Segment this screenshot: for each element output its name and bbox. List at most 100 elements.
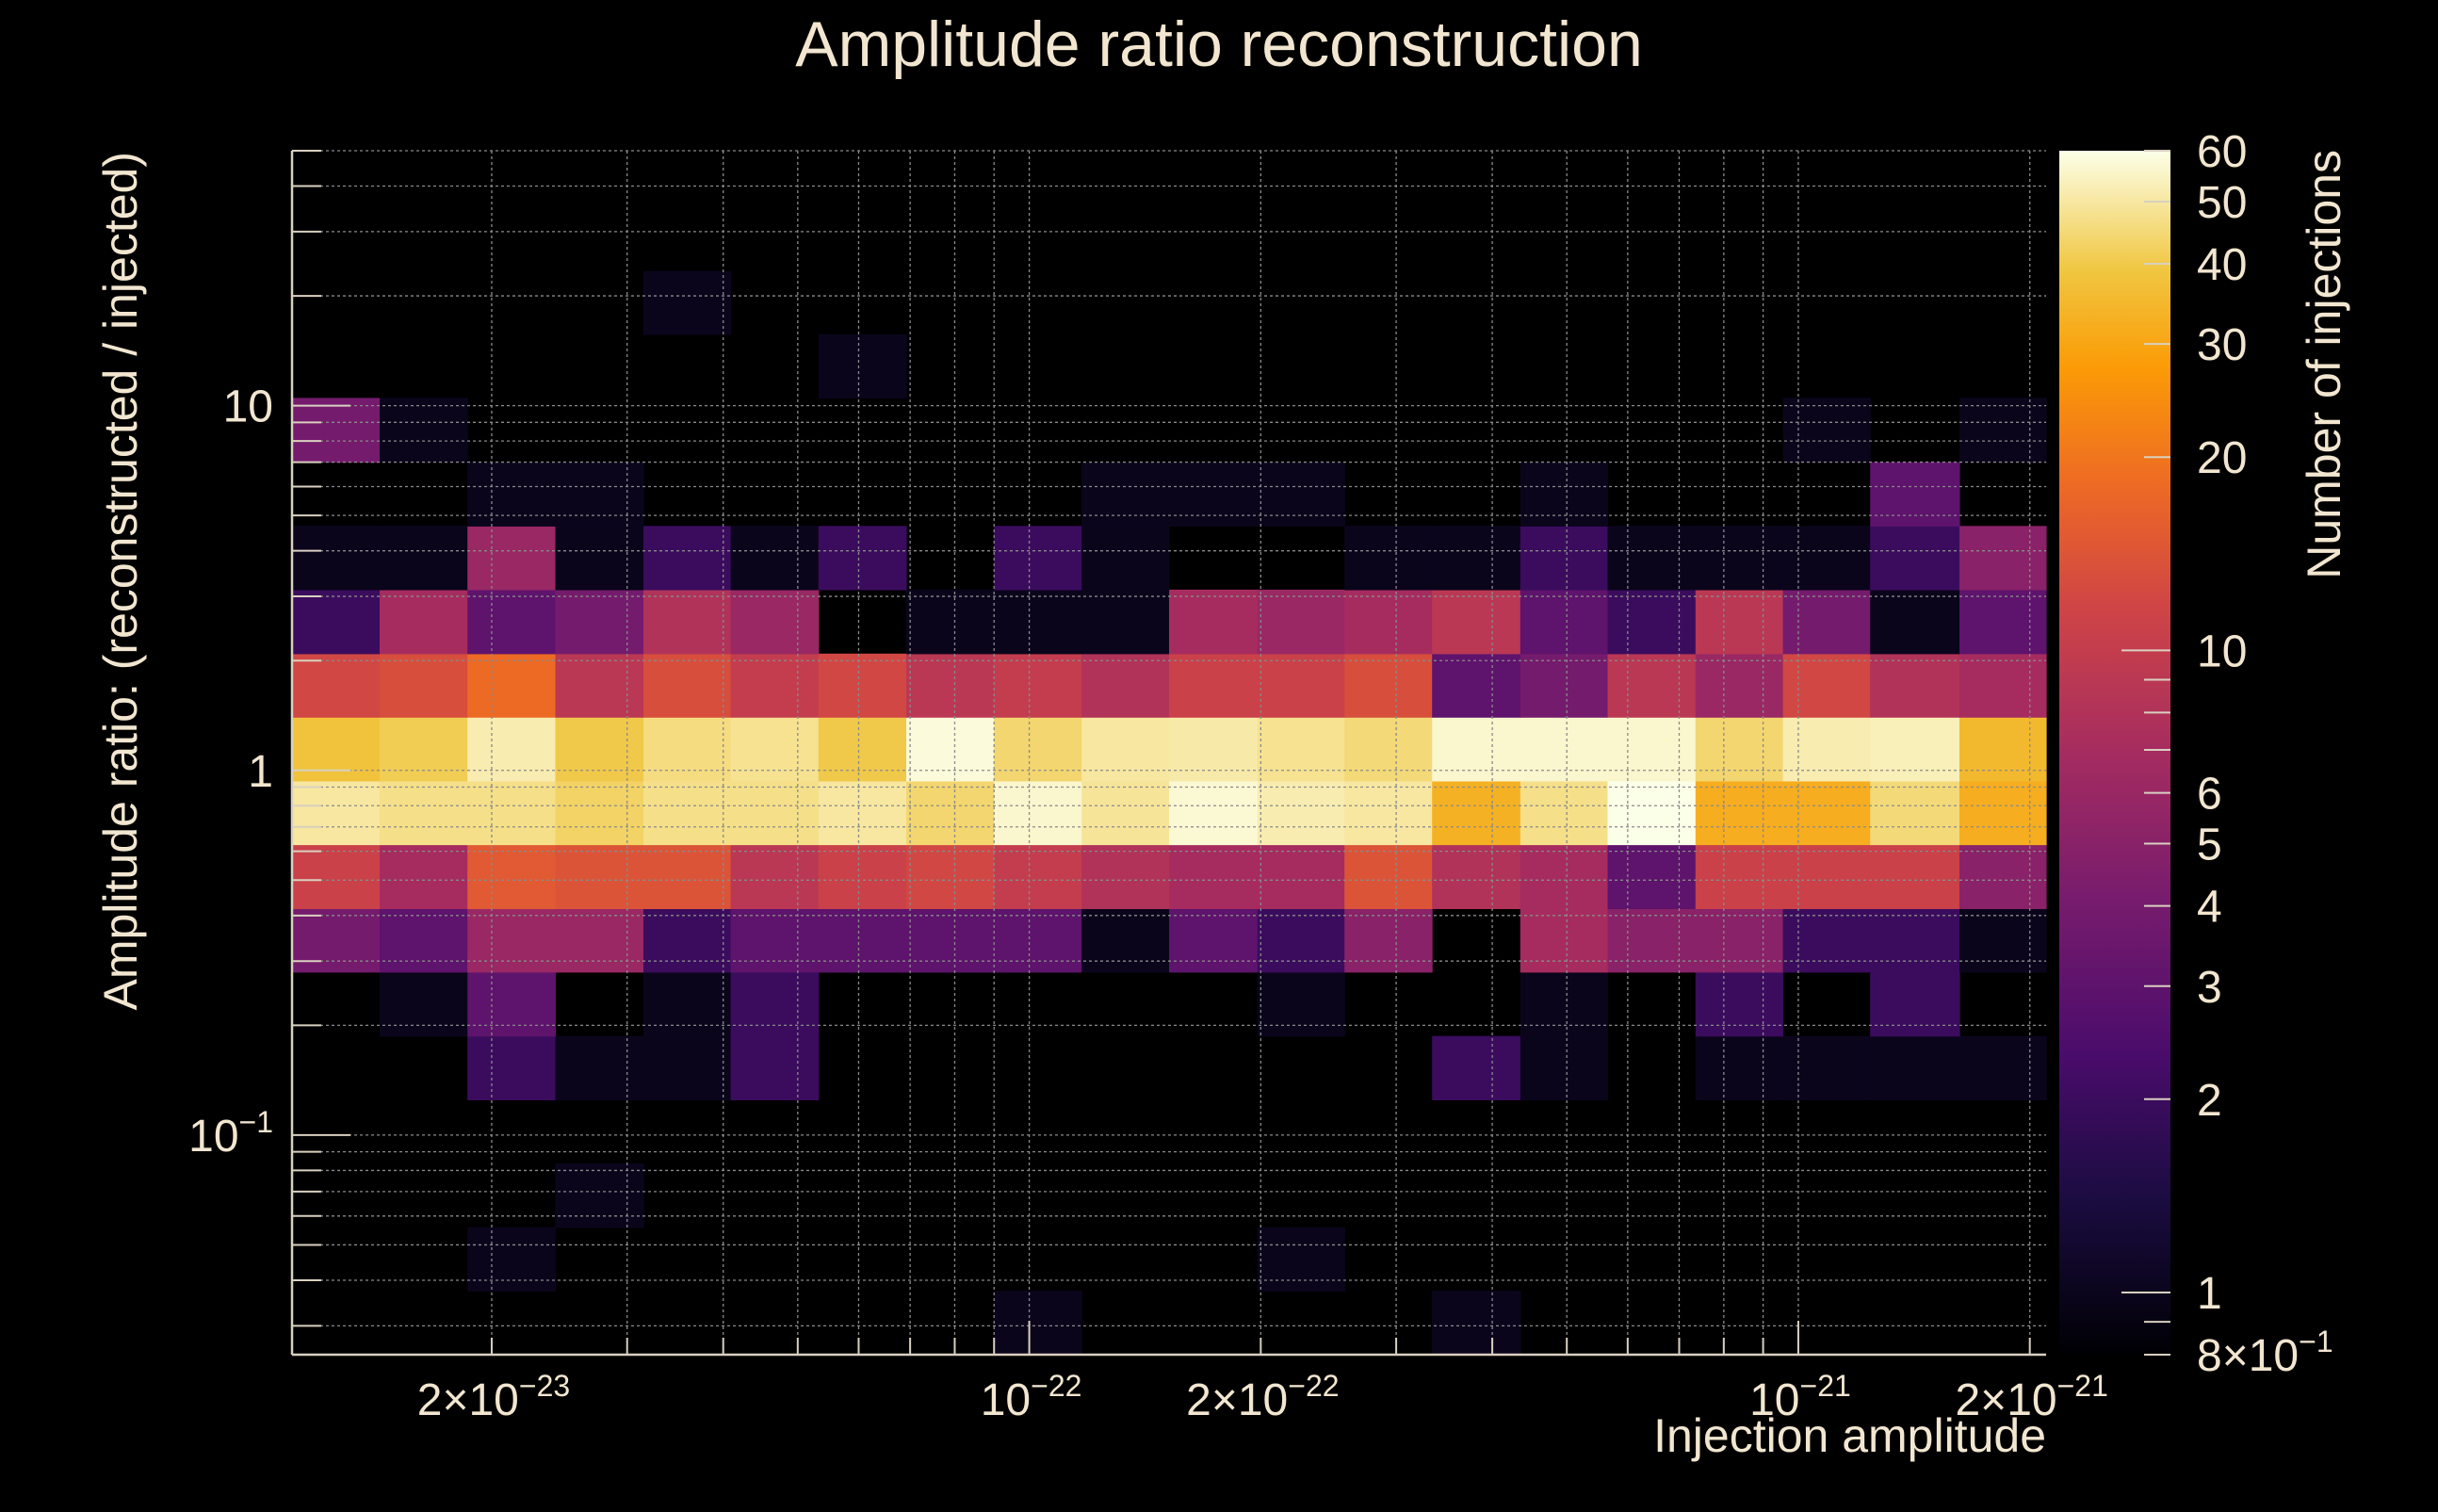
heatmap-cell <box>1782 717 1871 782</box>
heatmap-cell <box>994 844 1082 909</box>
heatmap-cell <box>643 526 732 591</box>
heatmap-cell <box>467 971 557 1037</box>
heatmap-cell <box>643 1035 732 1100</box>
grid-lines <box>292 150 2046 1355</box>
heatmap-cell <box>1432 653 1521 718</box>
heatmap-cell <box>1870 589 1960 655</box>
heatmap-cell <box>906 844 995 909</box>
heatmap-cell <box>380 589 468 655</box>
heatmap-cell <box>994 526 1082 591</box>
heatmap-cell <box>730 780 820 846</box>
heatmap-cell <box>643 589 732 655</box>
heatmap-cell <box>994 780 1082 846</box>
heatmap-cell <box>1520 971 1609 1037</box>
heatmap-cell <box>1782 589 1871 655</box>
heatmap-cell <box>994 717 1082 782</box>
x-tick-label: 10−21 <box>1749 1369 1851 1425</box>
y-axis-title: Amplitude ratio: (reconstructed / inject… <box>94 152 147 1011</box>
heatmap-cell <box>1695 844 1784 909</box>
heatmap-cell <box>906 908 995 973</box>
heatmap-cell <box>1695 589 1784 655</box>
heatmap-cell <box>818 844 907 909</box>
color-scale-tick-label: 20 <box>2197 433 2247 483</box>
color-scale-tick-label: 60 <box>2197 127 2247 177</box>
heatmap-cell <box>1169 653 1259 718</box>
heatmap-cell <box>1607 717 1697 782</box>
heatmap-cell <box>1432 589 1521 655</box>
heatmap-cell <box>1081 844 1170 909</box>
heatmap-cell <box>555 589 644 655</box>
heatmap-cell <box>643 780 732 846</box>
heatmap-cell <box>730 971 820 1037</box>
heatmap-cell <box>994 908 1082 973</box>
heatmap-cell <box>1520 717 1609 782</box>
heatmap-cell <box>467 908 557 973</box>
heatmap-cell <box>555 526 644 591</box>
heatmap-cell <box>1081 780 1170 846</box>
heatmap-cell <box>1432 526 1521 591</box>
y-tick-label: 10 <box>223 382 273 432</box>
heatmap-cell <box>1870 844 1960 909</box>
heatmap-cell <box>1344 653 1433 718</box>
heatmap-cell <box>818 526 907 591</box>
heatmap-cell <box>1695 908 1784 973</box>
heatmap-cell <box>1695 971 1784 1037</box>
y-tick-label: 1 <box>248 747 273 797</box>
heatmap-cell <box>818 780 907 846</box>
heatmap-cell <box>643 908 732 973</box>
heatmap-cell <box>1870 462 1960 527</box>
heatmap-cell <box>555 844 644 909</box>
heatmap-cell <box>1257 908 1345 973</box>
heatmap-cell <box>292 844 381 909</box>
x-tick-labels: 2×10−23 10−22 2×10−22 10−21 2×10−21 <box>417 1369 2108 1425</box>
heatmap-cell <box>730 844 820 909</box>
heatmap-cell <box>380 908 468 973</box>
heatmap-cell <box>1782 653 1871 718</box>
heatmap-cell <box>1520 462 1609 527</box>
heatmap-cell <box>994 653 1082 718</box>
heatmap-cell <box>1257 780 1345 846</box>
heatmap-cell <box>818 717 907 782</box>
heatmap-cell <box>906 780 995 846</box>
heatmap-cell <box>555 780 644 846</box>
color-scale-bar <box>2059 151 2170 1355</box>
heatmap-cell <box>1782 908 1871 973</box>
heatmap-cell <box>1257 717 1345 782</box>
heatmap-cell <box>467 1035 557 1100</box>
heatmap-cell <box>730 653 820 718</box>
heatmap-cell <box>1782 398 1871 463</box>
heatmap-cell <box>380 717 468 782</box>
color-scale-tick-label: 10 <box>2197 626 2247 676</box>
heatmap-cell <box>1520 653 1609 718</box>
heatmap-cell <box>1432 1291 1521 1356</box>
heatmap-cell <box>467 462 557 527</box>
color-scale-tick-label: 40 <box>2197 240 2247 290</box>
heatmap-cell <box>1782 526 1871 591</box>
heatmap-cell <box>730 908 820 973</box>
color-scale-tick-label: 5 <box>2197 821 2222 870</box>
heatmap-cell <box>555 908 644 973</box>
heatmap-cell <box>994 1291 1082 1356</box>
heatmap-cell <box>292 717 381 782</box>
heatmap-cell <box>1959 908 2047 973</box>
heatmap-cell <box>292 908 381 973</box>
heatmap-cell <box>380 526 468 591</box>
heatmap-cell <box>1607 653 1697 718</box>
heatmap-cell <box>555 462 644 527</box>
heatmap-cell <box>1169 717 1259 782</box>
color-scale-tick-label: 50 <box>2197 178 2247 228</box>
heatmap-cell <box>1081 908 1170 973</box>
color-scale-tick-label: 1 <box>2197 1269 2222 1319</box>
heatmap-cell <box>380 398 468 463</box>
heatmap-cell <box>1344 526 1433 591</box>
heatmap-cell <box>380 653 468 718</box>
heatmap-cell <box>1520 908 1609 973</box>
heatmap-cell <box>1959 844 2047 909</box>
heatmap-cell <box>1870 526 1960 591</box>
heatmap-cell <box>906 653 995 718</box>
heatmap-cell <box>906 717 995 782</box>
heatmap-cell <box>1257 589 1345 655</box>
heatmap-cell <box>818 333 907 398</box>
